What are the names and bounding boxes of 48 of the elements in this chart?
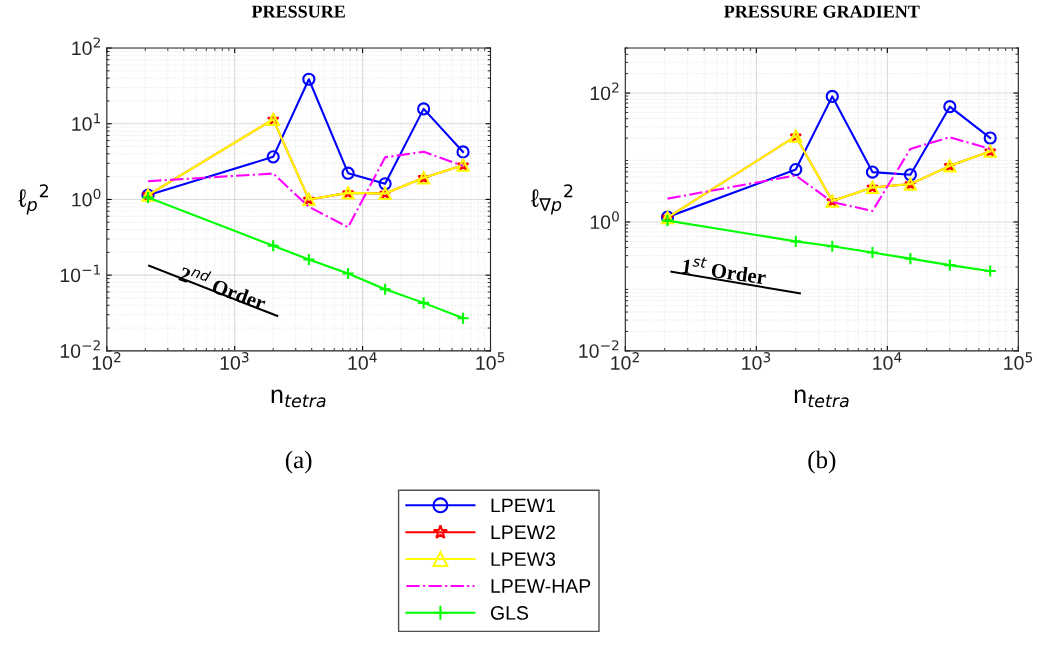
point: [943, 100, 957, 114]
y-tick-label: 10$^{2}$: [590, 82, 619, 101]
text: (a): [285, 450, 312, 474]
point: [302, 72, 316, 86]
x-tick-label: 10$^{5}$: [1004, 352, 1033, 370]
point: [983, 131, 997, 145]
point: [417, 296, 431, 310]
point: [378, 177, 392, 191]
legend-label: LPEW3: [491, 552, 556, 567]
point: [943, 258, 957, 272]
x-tick-label: 10$^{3}$: [742, 352, 771, 370]
x-tick-label: 10$^{3}$: [220, 352, 249, 370]
text: (b): [808, 450, 836, 474]
point: [903, 168, 917, 182]
point: [456, 145, 470, 159]
x-tick-label: 10$^{5}$: [476, 352, 505, 370]
x-tick-label: 10$^{2}$: [92, 352, 121, 370]
point: [341, 166, 355, 180]
x-tick-label: 10$^{4}$: [348, 352, 377, 370]
point: [378, 282, 392, 296]
point: [341, 266, 355, 281]
y-tick-label: 10$^{2}$: [72, 37, 100, 56]
legend-label: LPEW-HAP: [491, 579, 591, 593]
point: [865, 245, 880, 260]
x-axis-title: n$_{tetra}$: [271, 389, 326, 408]
point: [983, 264, 997, 278]
legend-label: GLS: [490, 606, 529, 620]
point: [456, 311, 470, 325]
x-tick-label: 10$^{2}$: [611, 352, 639, 370]
point: [825, 89, 839, 103]
legend-label: LPEW1: [491, 498, 555, 513]
y-axis-title: ℓ$_{∇p}$$^{2}$: [531, 184, 573, 215]
point: [302, 252, 316, 267]
y-tick-label: 10$^{0}$: [72, 188, 101, 207]
point: [417, 102, 431, 116]
annotation: 1$^{st}$ Order: [682, 254, 768, 285]
y-tick-label: 10$^{−1}$: [60, 264, 100, 283]
point: [825, 239, 839, 253]
y-tick-label: 10$^{1}$: [72, 113, 101, 131]
x-axis-title: n$_{tetra}$: [794, 389, 849, 408]
legend-label: LPEW2: [491, 525, 555, 539]
chart-title: PRESSURE GRADIENT: [724, 5, 920, 18]
x-tick-label: 10$^{4}$: [873, 352, 902, 370]
chart-title: PRESSURE: [251, 5, 345, 18]
point: [865, 165, 880, 179]
point: [903, 252, 917, 266]
y-axis-title: ℓ$_{p}$$^{2}$: [18, 184, 48, 215]
y-tick-label: 10$^{0}$: [590, 211, 619, 230]
